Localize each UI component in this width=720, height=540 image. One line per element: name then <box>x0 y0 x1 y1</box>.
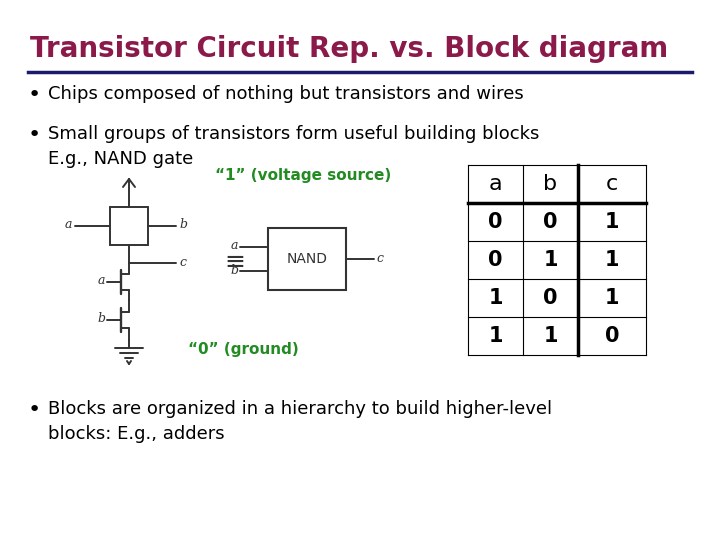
Text: NAND: NAND <box>287 252 328 266</box>
Text: Small groups of transistors form useful building blocks: Small groups of transistors form useful … <box>48 125 539 143</box>
Text: 1: 1 <box>544 326 558 346</box>
Text: c: c <box>376 252 383 265</box>
Text: 0: 0 <box>544 212 558 232</box>
Text: a: a <box>65 219 72 232</box>
Text: “0” (ground): “0” (ground) <box>188 342 299 357</box>
Text: 0: 0 <box>488 250 503 270</box>
Text: Chips composed of nothing but transistors and wires: Chips composed of nothing but transistor… <box>48 85 523 103</box>
Text: 0: 0 <box>605 326 619 346</box>
Text: b: b <box>230 264 238 277</box>
Text: •: • <box>28 85 41 105</box>
Text: a: a <box>230 239 238 252</box>
Text: •: • <box>28 400 41 420</box>
Text: c: c <box>606 174 618 194</box>
Text: Transistor Circuit Rep. vs. Block diagram: Transistor Circuit Rep. vs. Block diagra… <box>30 35 668 63</box>
Text: blocks: E.g., adders: blocks: E.g., adders <box>48 425 225 443</box>
Text: 0: 0 <box>488 212 503 232</box>
Bar <box>110 207 148 245</box>
Text: •: • <box>28 125 41 145</box>
Text: 1: 1 <box>605 250 619 270</box>
Text: a: a <box>97 274 105 287</box>
Text: 1: 1 <box>605 212 619 232</box>
Text: b: b <box>544 174 557 194</box>
Text: E.g., NAND gate: E.g., NAND gate <box>48 150 193 168</box>
Text: b: b <box>179 219 187 232</box>
Text: Blocks are organized in a hierarchy to build higher-level: Blocks are organized in a hierarchy to b… <box>48 400 552 418</box>
Text: a: a <box>489 174 503 194</box>
Text: “1” (voltage source): “1” (voltage source) <box>215 168 391 183</box>
Bar <box>268 228 346 290</box>
Text: 1: 1 <box>605 288 619 308</box>
Text: 1: 1 <box>544 250 558 270</box>
Text: 1: 1 <box>488 288 503 308</box>
Text: 1: 1 <box>488 326 503 346</box>
Text: c: c <box>179 255 186 268</box>
Text: b: b <box>97 313 105 326</box>
Text: ≡: ≡ <box>225 250 246 274</box>
Text: 0: 0 <box>544 288 558 308</box>
